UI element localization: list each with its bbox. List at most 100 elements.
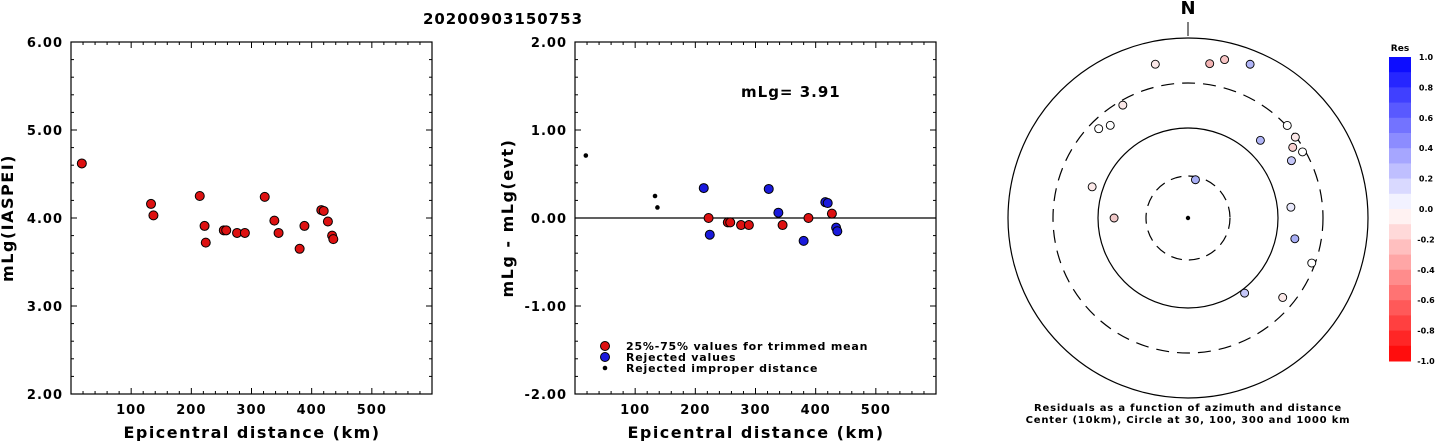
colorbar-label: 0.2: [1419, 175, 1433, 184]
panel1-xtick-label: 100: [116, 403, 146, 418]
colorbar-cell: [1389, 102, 1411, 119]
station-marker: [1109, 213, 1119, 223]
panel2-point: [703, 213, 714, 223]
colorbar-cell: [1389, 148, 1411, 164]
station-marker: [1298, 147, 1307, 157]
panel2-point: [763, 183, 774, 194]
colorbar-cell: [1389, 87, 1411, 104]
panel1-point: [146, 198, 157, 209]
panel2-ytick-label: -1.00: [525, 300, 567, 315]
colorbar-cell: [1389, 163, 1411, 180]
colorbar-cell: [1389, 57, 1411, 73]
colorbar-label: -0.8: [1417, 327, 1435, 336]
legend-marker: [600, 341, 610, 351]
residual-vs-distance-panel: Epicentral distance (km) mLg - mLg(evt) …: [498, 36, 937, 441]
colorbar-label: -0.4: [1417, 266, 1435, 275]
panel2-ytick-label: -2.00: [525, 388, 567, 403]
panel2-point: [655, 205, 660, 210]
station-marker: [1290, 132, 1300, 142]
panel1-point: [273, 227, 284, 238]
colorbar-label: -1.0: [1417, 357, 1435, 366]
epicenter-marker: [1185, 215, 1191, 221]
panel1-xtick-label: 200: [176, 403, 206, 418]
panel2-point: [798, 235, 809, 246]
panel1-ytick-label: 4.00: [27, 212, 63, 227]
colorbar-label: 0.0: [1419, 205, 1434, 214]
panel1-point: [221, 225, 232, 236]
legend-label: Rejected values: [626, 351, 736, 364]
colorbar-cell: [1389, 117, 1411, 134]
panel1-xlabel: Epicentral distance (km): [123, 423, 380, 441]
panel1-point: [269, 215, 280, 226]
magnitude-vs-distance-panel: Epicentral distance (km) mLg(IASPEI) 100…: [0, 36, 433, 441]
north-label: N: [1180, 0, 1195, 19]
station-marker: [1286, 202, 1296, 212]
legend-marker: [600, 352, 610, 362]
panel2-point: [832, 226, 843, 237]
station-marker: [1282, 120, 1292, 130]
polar-caption-line2: Center (10km), Circle at 30, 100, 300 an…: [1026, 415, 1351, 426]
station-marker: [1150, 59, 1160, 69]
station-marker: [1307, 258, 1317, 268]
colorbar-cell: [1389, 300, 1411, 316]
ring-100km: [1097, 127, 1279, 309]
panel2-ytick-label: 0.00: [531, 212, 567, 227]
panel1-ytick-label: 5.00: [27, 124, 63, 139]
station-marker: [1286, 156, 1296, 166]
panel1-xtick-label: 300: [236, 403, 266, 418]
colorbar-cell: [1389, 315, 1411, 332]
panel1-xtick-label: 400: [297, 403, 327, 418]
colorbar-label: 1.0: [1419, 53, 1434, 62]
panel1-point: [200, 237, 211, 248]
panel1-frame: [70, 41, 433, 395]
panel1-point: [259, 191, 270, 202]
figure-title: 20200903150753: [423, 10, 583, 28]
panel2-point: [822, 198, 833, 209]
legend-label: Rejected improper distance: [626, 362, 818, 375]
residual-colorbar: Res 1.0 0.8 0.6 0.4 0.2 0.0 -0.2 -0.4 -0.6 -0.8 -1…: [1389, 44, 1435, 366]
station-marker: [1118, 100, 1128, 110]
panel1-xtick-label: 500: [357, 403, 387, 418]
colorbar-cell: [1389, 269, 1411, 286]
station-marker: [1278, 293, 1288, 302]
panel1-point: [294, 243, 305, 254]
mean-magnitude-annotation: mLg= 3.91: [741, 83, 841, 101]
station-marker: [1288, 142, 1298, 152]
panel2-point: [704, 229, 715, 240]
colorbar-cell: [1389, 193, 1411, 210]
legend-label: 25%-75% values for trimmed mean: [626, 340, 868, 353]
station-marker: [1240, 288, 1250, 298]
panel2-xtick-label: 300: [740, 403, 770, 418]
panel2-ylabel: mLg - mLg(evt): [498, 139, 517, 298]
ring-1000km: [1007, 37, 1369, 399]
panel2-point: [826, 208, 837, 219]
colorbar-label: -0.2: [1417, 235, 1435, 244]
legend-marker: [602, 365, 608, 371]
panel1-point: [299, 220, 310, 231]
colorbar-label: 0.8: [1419, 83, 1434, 92]
panel2-point: [698, 183, 709, 194]
panel2-point: [583, 153, 589, 158]
panel2-xtick-label: 100: [620, 403, 650, 418]
panel1-point: [239, 227, 250, 238]
residual-legend: 25%-75% values for trimmed meanRejected …: [600, 340, 868, 375]
panel2-ytick-label: 1.00: [531, 124, 567, 139]
panel2-ytick-label: 2.00: [531, 36, 567, 51]
station-marker: [1087, 182, 1097, 192]
colorbar-cell: [1389, 239, 1411, 256]
panel2-point: [803, 213, 814, 223]
polar-caption-line1: Residuals as a function of azimuth and d…: [1034, 403, 1342, 414]
colorbar-cell: [1389, 254, 1411, 271]
panel1-ytick-label: 6.00: [27, 36, 63, 51]
panel2-point: [743, 220, 754, 231]
colorbar-cell: [1389, 133, 1411, 149]
colorbar-cell: [1389, 285, 1411, 301]
panel2-point: [777, 220, 788, 231]
station-marker: [1290, 234, 1300, 244]
azimuth-distance-plot: N Residuals as a function of azimuth and…: [1007, 0, 1369, 426]
panel2-xtick-label: 200: [680, 403, 710, 418]
ring-300km: [1052, 82, 1324, 354]
station-marker: [1105, 120, 1115, 130]
station-marker: [1190, 175, 1200, 185]
